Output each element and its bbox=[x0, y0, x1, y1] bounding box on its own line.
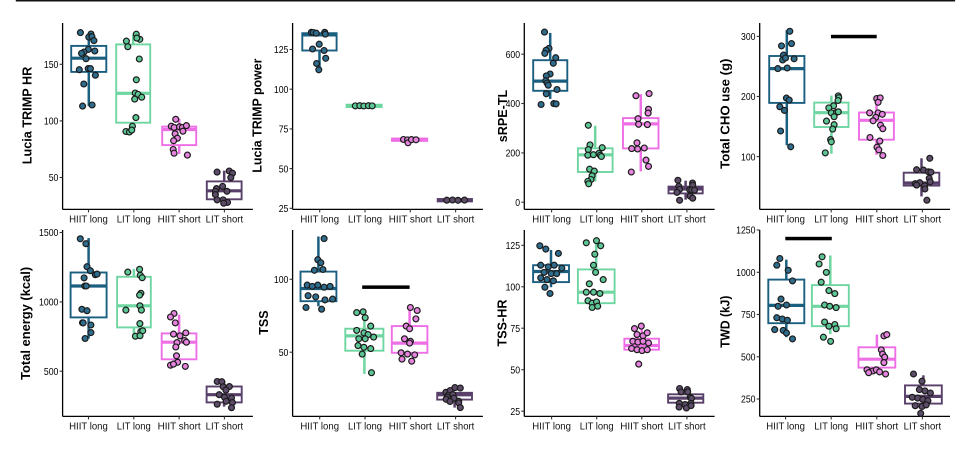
svg-text:LIT long: LIT long bbox=[814, 420, 848, 432]
svg-text:TSS: TSS bbox=[256, 310, 271, 335]
svg-text:HIIT long: HIIT long bbox=[766, 213, 805, 225]
svg-text:LIT long: LIT long bbox=[348, 420, 382, 432]
svg-text:100: 100 bbox=[741, 151, 756, 163]
svg-text:300: 300 bbox=[741, 31, 756, 43]
svg-text:200: 200 bbox=[741, 91, 756, 103]
svg-text:100: 100 bbox=[274, 274, 289, 286]
svg-text:LIT short: LIT short bbox=[437, 213, 475, 225]
svg-text:150: 150 bbox=[44, 59, 59, 71]
svg-text:25: 25 bbox=[279, 203, 289, 215]
svg-text:25: 25 bbox=[510, 406, 520, 418]
svg-text:HIIT short: HIIT short bbox=[389, 213, 432, 225]
svg-text:100: 100 bbox=[274, 84, 289, 96]
svg-text:TWD (kJ): TWD (kJ) bbox=[718, 296, 733, 348]
svg-text:LIT short: LIT short bbox=[668, 213, 706, 225]
svg-text:Total CHO use (g): Total CHO use (g) bbox=[718, 59, 733, 169]
svg-text:LIT short: LIT short bbox=[437, 420, 475, 432]
svg-text:LIT short: LIT short bbox=[904, 213, 942, 225]
svg-text:500: 500 bbox=[44, 366, 59, 378]
svg-text:Total energy (kcal): Total energy (kcal) bbox=[18, 267, 33, 380]
svg-text:500: 500 bbox=[741, 352, 756, 364]
svg-text:HIIT short: HIIT short bbox=[855, 420, 898, 432]
svg-text:200: 200 bbox=[506, 148, 521, 160]
svg-text:1000: 1000 bbox=[736, 267, 756, 279]
svg-text:TSS-HR: TSS-HR bbox=[495, 299, 510, 347]
svg-text:75: 75 bbox=[279, 124, 289, 136]
svg-text:600: 600 bbox=[506, 49, 521, 61]
svg-text:HIIT long: HIIT long bbox=[300, 213, 339, 225]
svg-text:HIIT short: HIIT short bbox=[158, 420, 201, 432]
svg-text:LIT long: LIT long bbox=[580, 420, 614, 432]
svg-text:1250: 1250 bbox=[736, 225, 756, 237]
svg-text:HIIT long: HIIT long bbox=[766, 420, 805, 432]
svg-text:HIIT short: HIIT short bbox=[158, 213, 201, 225]
svg-text:50: 50 bbox=[279, 347, 289, 359]
svg-text:LIT short: LIT short bbox=[206, 420, 244, 432]
svg-text:1500: 1500 bbox=[39, 227, 59, 239]
svg-text:HIIT long: HIIT long bbox=[532, 213, 571, 225]
svg-text:75: 75 bbox=[510, 323, 520, 335]
svg-text:LIT short: LIT short bbox=[668, 420, 706, 432]
svg-text:HIIT long: HIIT long bbox=[69, 420, 108, 432]
svg-text:LIT long: LIT long bbox=[580, 213, 614, 225]
svg-text:50: 50 bbox=[510, 364, 520, 376]
svg-text:LIT long: LIT long bbox=[117, 420, 151, 432]
svg-text:50: 50 bbox=[49, 172, 59, 184]
svg-text:HIIT short: HIIT short bbox=[389, 420, 432, 432]
svg-text:50: 50 bbox=[279, 163, 289, 175]
svg-text:1000: 1000 bbox=[39, 297, 59, 309]
svg-text:Lucia TRIMP HR: Lucia TRIMP HR bbox=[19, 66, 34, 164]
svg-text:0: 0 bbox=[515, 197, 520, 209]
svg-text:HIIT long: HIIT long bbox=[300, 420, 339, 432]
svg-text:LIT short: LIT short bbox=[904, 420, 942, 432]
svg-text:Lucia TRIMP power: Lucia TRIMP power bbox=[250, 59, 265, 173]
svg-text:125: 125 bbox=[274, 44, 289, 56]
svg-text:sRPE-TL: sRPE-TL bbox=[495, 90, 510, 143]
svg-text:100: 100 bbox=[44, 116, 59, 128]
svg-text:HIIT short: HIIT short bbox=[855, 213, 898, 225]
svg-text:125: 125 bbox=[506, 240, 521, 252]
svg-text:LIT long: LIT long bbox=[117, 213, 151, 225]
svg-text:HIIT long: HIIT long bbox=[532, 420, 571, 432]
svg-text:250: 250 bbox=[741, 394, 756, 406]
svg-text:LIT long: LIT long bbox=[814, 213, 848, 225]
svg-text:100: 100 bbox=[506, 282, 521, 294]
svg-text:750: 750 bbox=[741, 309, 756, 321]
svg-text:400: 400 bbox=[506, 98, 521, 110]
svg-text:HIIT short: HIIT short bbox=[620, 213, 663, 225]
svg-text:HIIT long: HIIT long bbox=[69, 213, 108, 225]
svg-text:LIT short: LIT short bbox=[206, 213, 244, 225]
svg-text:HIIT short: HIIT short bbox=[620, 420, 663, 432]
svg-text:LIT long: LIT long bbox=[348, 213, 382, 225]
